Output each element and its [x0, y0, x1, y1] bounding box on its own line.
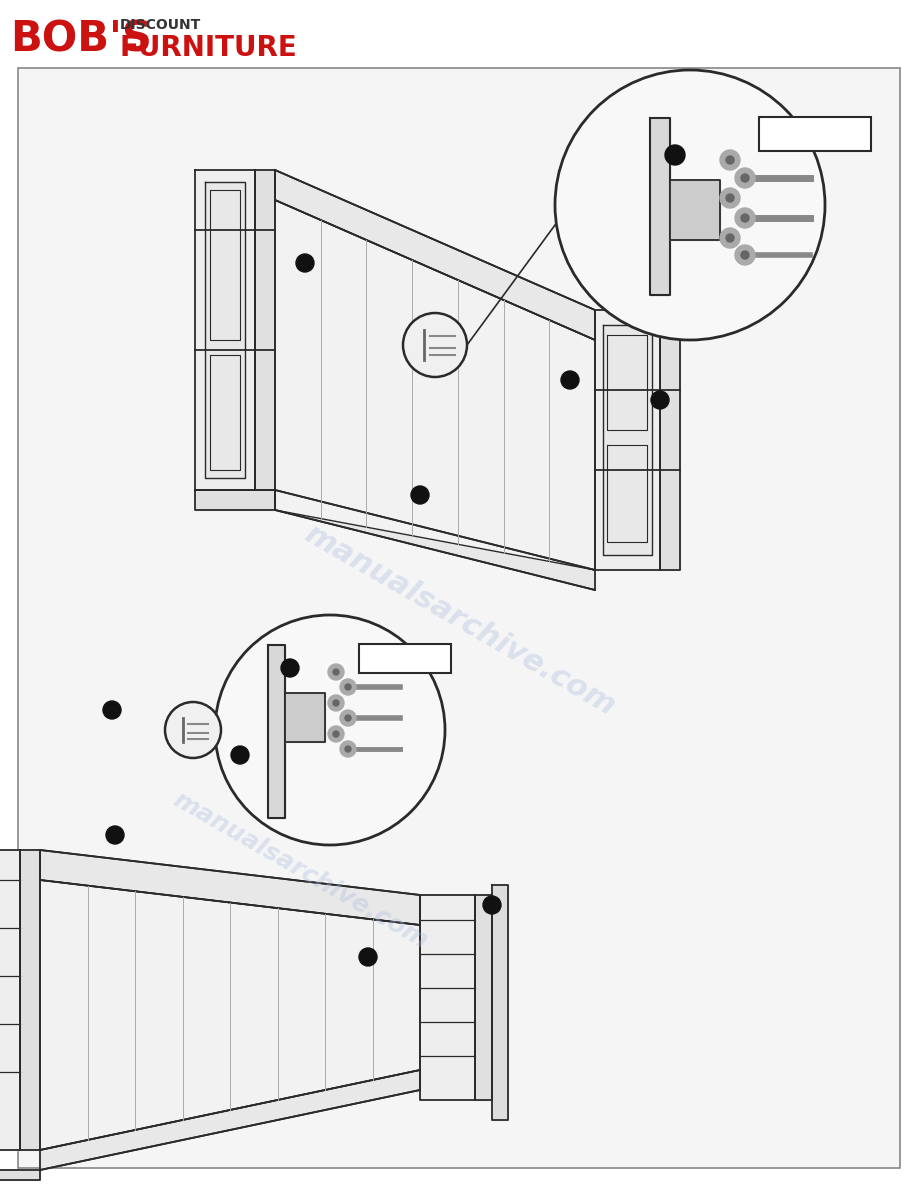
Circle shape — [328, 726, 344, 742]
Polygon shape — [420, 895, 475, 1100]
Polygon shape — [670, 181, 720, 240]
Circle shape — [411, 486, 429, 504]
Polygon shape — [475, 895, 492, 1100]
Circle shape — [103, 701, 121, 719]
Circle shape — [726, 234, 734, 242]
Circle shape — [340, 741, 356, 757]
Circle shape — [345, 715, 351, 721]
FancyBboxPatch shape — [18, 68, 900, 1168]
Polygon shape — [40, 1070, 420, 1170]
Polygon shape — [255, 170, 275, 489]
Circle shape — [720, 228, 740, 248]
Polygon shape — [492, 885, 508, 1120]
FancyBboxPatch shape — [359, 644, 451, 672]
Polygon shape — [20, 849, 40, 1150]
Text: manualsarchive.com: manualsarchive.com — [299, 519, 621, 721]
Circle shape — [345, 746, 351, 752]
Polygon shape — [0, 849, 20, 1150]
Circle shape — [741, 251, 749, 259]
Polygon shape — [603, 326, 652, 555]
Polygon shape — [285, 693, 325, 742]
FancyBboxPatch shape — [759, 116, 871, 151]
Circle shape — [726, 156, 734, 164]
Polygon shape — [660, 310, 680, 570]
Circle shape — [106, 826, 124, 843]
Circle shape — [665, 145, 685, 165]
Text: FURNITURE: FURNITURE — [120, 34, 297, 62]
Polygon shape — [0, 1170, 40, 1180]
Circle shape — [231, 746, 249, 764]
Circle shape — [340, 710, 356, 726]
Circle shape — [735, 208, 755, 228]
Circle shape — [735, 245, 755, 265]
Text: DISCOUNT: DISCOUNT — [120, 18, 201, 32]
Polygon shape — [195, 489, 275, 510]
Polygon shape — [40, 880, 420, 1150]
Circle shape — [328, 664, 344, 680]
Circle shape — [340, 680, 356, 695]
Circle shape — [403, 312, 467, 377]
Circle shape — [328, 695, 344, 710]
Circle shape — [720, 188, 740, 208]
Circle shape — [359, 948, 377, 966]
Circle shape — [555, 70, 825, 340]
Circle shape — [483, 896, 501, 914]
Polygon shape — [268, 645, 285, 819]
Circle shape — [215, 615, 445, 845]
Text: manualsarchive.com: manualsarchive.com — [168, 788, 431, 953]
Polygon shape — [40, 849, 420, 925]
Circle shape — [333, 669, 339, 675]
Circle shape — [741, 173, 749, 182]
Circle shape — [345, 684, 351, 690]
Circle shape — [296, 254, 314, 272]
Polygon shape — [595, 310, 660, 570]
Circle shape — [726, 194, 734, 202]
Circle shape — [333, 731, 339, 737]
Circle shape — [735, 168, 755, 188]
Polygon shape — [275, 170, 595, 340]
Polygon shape — [195, 170, 255, 489]
Polygon shape — [275, 200, 595, 570]
Polygon shape — [205, 182, 245, 478]
Polygon shape — [275, 489, 595, 590]
Text: BOB'S: BOB'S — [10, 18, 151, 61]
Circle shape — [281, 659, 299, 677]
Circle shape — [333, 700, 339, 706]
Circle shape — [561, 371, 579, 388]
Polygon shape — [650, 118, 670, 295]
Circle shape — [741, 214, 749, 222]
Circle shape — [165, 702, 221, 758]
Circle shape — [720, 150, 740, 170]
Circle shape — [651, 391, 669, 409]
